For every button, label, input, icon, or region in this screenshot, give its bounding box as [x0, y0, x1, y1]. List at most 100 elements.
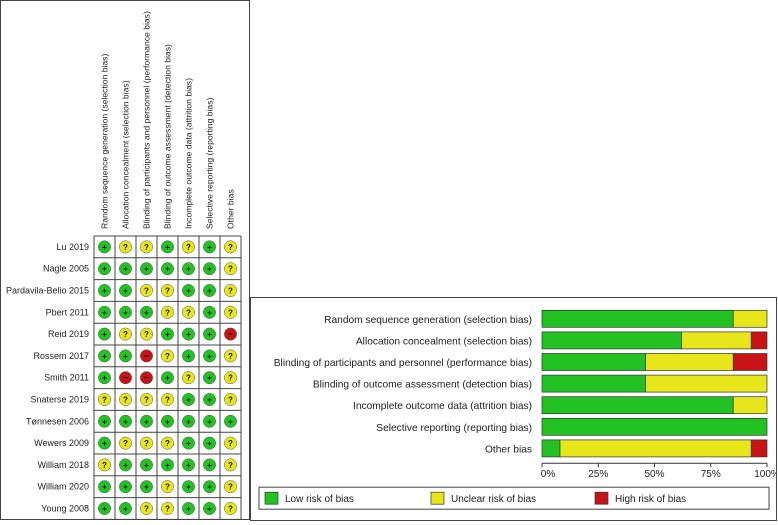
- judgement-low-icon: [119, 458, 132, 472]
- judgement-unclear-icon: [224, 436, 237, 450]
- judgement-symbol: +: [207, 374, 212, 383]
- judgement-symbol: +: [207, 396, 212, 405]
- judgement-unclear-icon: [98, 393, 111, 406]
- judgement-symbol: +: [144, 461, 149, 470]
- risk-of-bias-graph: Random sequence generation (selection bi…: [258, 309, 778, 510]
- judgement-symbol: ?: [144, 243, 149, 252]
- study-label: Nagle 2005: [43, 264, 89, 274]
- judgement-low-icon: [98, 327, 111, 341]
- column-header: Blinding of outcome assessment (detectio…: [163, 44, 173, 229]
- judgement-low-icon: [203, 414, 216, 428]
- judgement-unclear-icon: [224, 371, 237, 385]
- judgement-symbol: +: [123, 265, 128, 274]
- judgement-low-icon: [182, 327, 195, 341]
- judgement-symbol: −: [144, 373, 149, 383]
- judgement-symbol: +: [144, 265, 149, 274]
- judgement-symbol: +: [207, 417, 212, 426]
- judgement-low-icon: [98, 262, 111, 276]
- judgement-symbol: +: [165, 330, 170, 339]
- judgement-low-icon: [98, 349, 111, 363]
- bar-segment-low: [541, 309, 734, 328]
- judgement-low-icon: [119, 349, 132, 363]
- bar-segment-low: [541, 439, 561, 458]
- judgement-symbol: ?: [123, 330, 128, 339]
- judgement-symbol: ?: [165, 287, 170, 296]
- judgement-symbol: +: [102, 505, 107, 514]
- judgement-symbol: +: [186, 505, 191, 514]
- judgement-low-icon: [98, 305, 111, 319]
- judgement-unclear-icon: [119, 393, 132, 406]
- judgement-symbol: ?: [165, 396, 170, 405]
- judgement-low-icon: [182, 349, 195, 363]
- study-label: Pbert 2011: [46, 307, 89, 317]
- x-tick-label: 100%: [754, 469, 776, 480]
- legend-label: High risk of bias: [615, 494, 686, 505]
- judgement-unclear-icon: [161, 349, 174, 363]
- category-label: Selective reporting (reporting bias): [376, 423, 532, 434]
- judgement-symbol: +: [102, 439, 107, 448]
- judgement-symbol: ?: [102, 396, 107, 405]
- judgement-unclear-icon: [119, 436, 132, 450]
- column-header: Random sequence generation (selection bi…: [100, 54, 110, 229]
- judgement-symbol: ?: [144, 330, 149, 339]
- x-tick-label: 0%: [541, 469, 556, 480]
- judgement-symbol: ?: [228, 243, 233, 252]
- judgement-low-icon: [140, 414, 153, 428]
- study-label: Rossem 2017: [33, 351, 89, 361]
- judgement-low-icon: [203, 393, 216, 406]
- judgement-low-icon: [182, 414, 195, 428]
- judgement-unclear-icon: [224, 393, 237, 406]
- judgement-symbol: +: [207, 265, 212, 274]
- x-tick-label: 25%: [588, 469, 608, 480]
- judgement-symbol: +: [165, 374, 170, 383]
- judgement-symbol: ?: [228, 287, 233, 296]
- judgement-symbol: +: [123, 308, 128, 317]
- judgement-unclear-icon: [224, 458, 237, 472]
- judgement-unclear-icon: [140, 284, 153, 297]
- judgement-symbol: +: [123, 287, 128, 296]
- judgement-low-icon: [161, 262, 174, 276]
- bar-segment-low: [541, 374, 646, 393]
- bar-segment-low: [541, 353, 646, 371]
- judgement-symbol: +: [123, 461, 128, 470]
- study-label: William 2018: [37, 460, 89, 470]
- judgement-low-icon: [98, 436, 111, 450]
- x-tick-label: 75%: [701, 469, 721, 480]
- judgement-unclear-icon: [98, 458, 111, 472]
- judgement-low-icon: [203, 349, 216, 363]
- judgement-symbol: +: [207, 287, 212, 296]
- judgement-symbol: −: [228, 329, 233, 339]
- judgement-low-icon: [119, 480, 132, 494]
- judgement-symbol: +: [123, 483, 128, 492]
- judgement-high-icon: [119, 371, 132, 385]
- judgement-symbol: −: [123, 373, 128, 383]
- x-tick-label: 50%: [644, 469, 664, 480]
- judgement-unclear-icon: [224, 305, 237, 319]
- judgement-symbol: ?: [228, 505, 233, 514]
- risk-of-bias-summary-panel: Random sequence generation (selection bi…: [0, 0, 250, 520]
- judgement-symbol: +: [186, 483, 191, 492]
- judgement-low-icon: [119, 262, 132, 276]
- legend-swatch-high: [594, 491, 609, 505]
- judgement-symbol: ?: [165, 439, 170, 448]
- judgement-low-icon: [161, 458, 174, 472]
- judgement-high-icon: [140, 371, 153, 385]
- study-label: Reid 2019: [48, 329, 89, 339]
- bar-segment-unclear: [645, 374, 768, 393]
- judgement-symbol: +: [165, 461, 170, 470]
- category-label: Allocation concealment (selection bias): [356, 336, 532, 347]
- category-label: Random sequence generation (selection bi…: [324, 315, 532, 326]
- judgement-symbol: +: [207, 330, 212, 339]
- judgement-low-icon: [98, 284, 111, 297]
- study-label: Wewers 2009: [34, 438, 89, 448]
- column-header: Other bias: [226, 189, 236, 229]
- judgement-low-icon: [182, 502, 195, 515]
- category-label: Other bias: [485, 444, 532, 455]
- judgement-low-icon: [182, 284, 195, 297]
- judgement-low-icon: [161, 371, 174, 385]
- judgement-symbol: ?: [228, 439, 233, 448]
- judgement-unclear-icon: [224, 284, 237, 297]
- judgement-low-icon: [203, 305, 216, 319]
- judgement-symbol: +: [102, 374, 107, 383]
- risk-of-bias-summary: Random sequence generation (selection bi…: [6, 11, 242, 520]
